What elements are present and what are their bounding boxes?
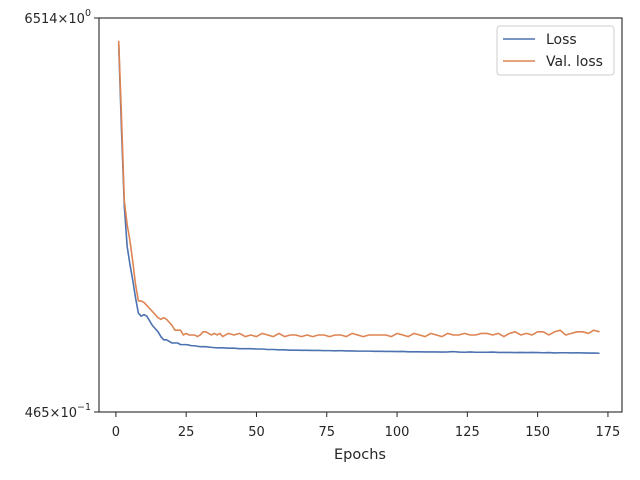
series-line-loss xyxy=(117,43,600,355)
axes-layer: 0 25 50 75 100 125 150 175 6514×100 465×10−1 xyxy=(24,8,623,440)
x-tick-label: 175 xyxy=(596,425,621,440)
y-tick-label: 465×10−1 xyxy=(25,402,91,421)
x-tick-label: 0 xyxy=(112,425,120,440)
x-axis-title: Epochs xyxy=(334,447,386,463)
legend: Loss Val. loss xyxy=(496,25,615,76)
x-tick-label: 125 xyxy=(455,425,480,440)
series-layer xyxy=(117,40,600,355)
y-tick-label: 6514×100 xyxy=(24,8,91,27)
series-line-val-loss xyxy=(117,40,600,338)
legend-label: Loss xyxy=(546,32,577,48)
x-tick-label: 25 xyxy=(178,425,195,440)
axes-frame xyxy=(98,17,623,413)
x-tick-label: 50 xyxy=(248,425,265,440)
x-tick-label: 75 xyxy=(318,425,335,440)
legend-label: Val. loss xyxy=(546,54,603,70)
x-tick-label: 100 xyxy=(385,425,410,440)
x-tick-label: 150 xyxy=(525,425,550,440)
